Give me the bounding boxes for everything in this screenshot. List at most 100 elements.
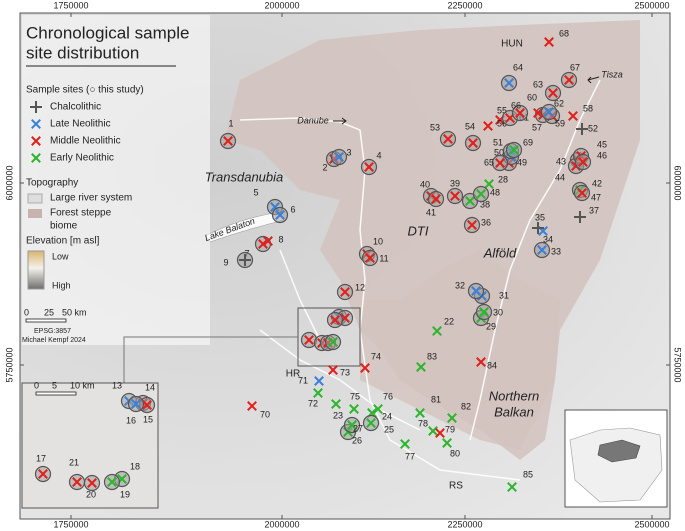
site-symbol	[275, 210, 285, 220]
site-label: 76	[383, 391, 393, 401]
site-label: 15	[143, 414, 153, 424]
site-label: 73	[340, 367, 350, 377]
site-symbol	[479, 307, 489, 317]
site-symbol	[328, 365, 338, 375]
site-label: 31	[499, 290, 509, 300]
legend-heading: Topography	[26, 178, 78, 189]
site-label: 78	[418, 418, 428, 428]
site-marker	[416, 362, 426, 372]
site-marker	[271, 206, 289, 224]
site-label: 63	[533, 79, 543, 89]
site-marker	[446, 187, 464, 205]
place-name: Danube	[297, 115, 329, 125]
site-label: 40	[420, 179, 430, 189]
site-label: 66	[511, 100, 521, 110]
site-label: 54	[465, 121, 475, 131]
site-label: 58	[583, 103, 593, 113]
river-swatch	[27, 193, 43, 204]
site-marker	[511, 104, 529, 122]
site-label: 11	[379, 253, 388, 263]
site-symbol	[443, 134, 453, 144]
legend-label: Low	[52, 251, 69, 261]
site-marker	[349, 404, 359, 414]
site-marker	[373, 404, 383, 414]
site-marker	[31, 119, 41, 129]
title: site distribution	[26, 43, 139, 62]
site-label: 69	[523, 137, 533, 147]
x-tick-label: 2250000	[447, 0, 482, 10]
place-name: RS	[449, 481, 463, 492]
site-symbol	[72, 477, 82, 487]
site-symbol	[504, 78, 514, 88]
site-symbol	[31, 119, 41, 129]
site-symbol	[247, 401, 257, 411]
site-label: 77	[405, 451, 415, 461]
site-symbol	[476, 357, 486, 367]
site-marker	[236, 251, 254, 269]
site-label: 55	[497, 105, 507, 115]
site-symbol	[328, 337, 338, 347]
site-label: 65	[484, 157, 494, 167]
legend-heading: Elevation [m asl]	[26, 236, 100, 247]
scale-bar	[35, 391, 77, 396]
site-symbol	[331, 399, 341, 409]
site-marker	[343, 416, 361, 434]
site-label: 49	[517, 157, 527, 167]
legend-label: Early Neolithic	[50, 153, 114, 164]
site-label: 22	[444, 316, 454, 326]
site-symbol	[468, 138, 478, 148]
site-symbol	[568, 111, 578, 121]
site-symbol	[107, 477, 117, 487]
site-marker	[533, 108, 543, 118]
site-marker	[463, 216, 481, 234]
site-label: 60	[527, 92, 537, 102]
site-marker	[467, 282, 485, 300]
site-label: 35	[535, 212, 545, 222]
site-marker	[447, 413, 457, 423]
site-label: 84	[487, 360, 497, 370]
legend-label: Large river system	[50, 193, 132, 204]
place-name: Balkan	[494, 404, 534, 419]
site-symbol	[495, 158, 505, 168]
site-marker	[314, 376, 324, 386]
site-symbol	[483, 121, 493, 131]
site-label: 8	[278, 234, 283, 244]
crs: EPSG:3857	[34, 328, 71, 335]
site-symbol	[415, 408, 425, 418]
site-marker	[544, 84, 562, 102]
site-marker	[361, 249, 379, 267]
site-marker	[484, 179, 494, 189]
site-label: 82	[461, 401, 471, 411]
site-marker	[532, 222, 544, 234]
site-label: 47	[591, 192, 601, 202]
site-label: 1	[228, 118, 233, 128]
site-marker	[483, 121, 493, 131]
site-label: 43	[556, 156, 566, 166]
site-label: 68	[559, 28, 569, 38]
site-marker	[68, 473, 86, 491]
site-marker	[507, 482, 517, 492]
site-symbol	[365, 253, 375, 263]
site-marker	[219, 132, 237, 150]
site-label: 39	[450, 178, 460, 188]
y-tick-label: 6000000	[673, 165, 683, 200]
site-label: 50	[494, 147, 504, 157]
place-name: Alföld	[483, 245, 517, 260]
site-marker	[336, 283, 354, 301]
site-symbol	[38, 469, 48, 479]
site-marker	[435, 428, 445, 438]
site-symbol	[340, 287, 350, 297]
site-marker	[573, 184, 591, 202]
site-label: 45	[597, 139, 607, 149]
site-symbol	[532, 222, 544, 234]
site-label: 20	[86, 489, 96, 499]
scale-bar	[25, 318, 67, 323]
site-marker	[560, 71, 578, 89]
y-tick-label: 6000000	[4, 165, 14, 200]
site-label: 28	[498, 174, 508, 184]
site-marker	[362, 414, 380, 432]
site-label: 51	[493, 137, 503, 147]
site-symbol	[447, 413, 457, 423]
site-label: 3	[346, 147, 351, 157]
site-label: 16	[126, 415, 136, 425]
